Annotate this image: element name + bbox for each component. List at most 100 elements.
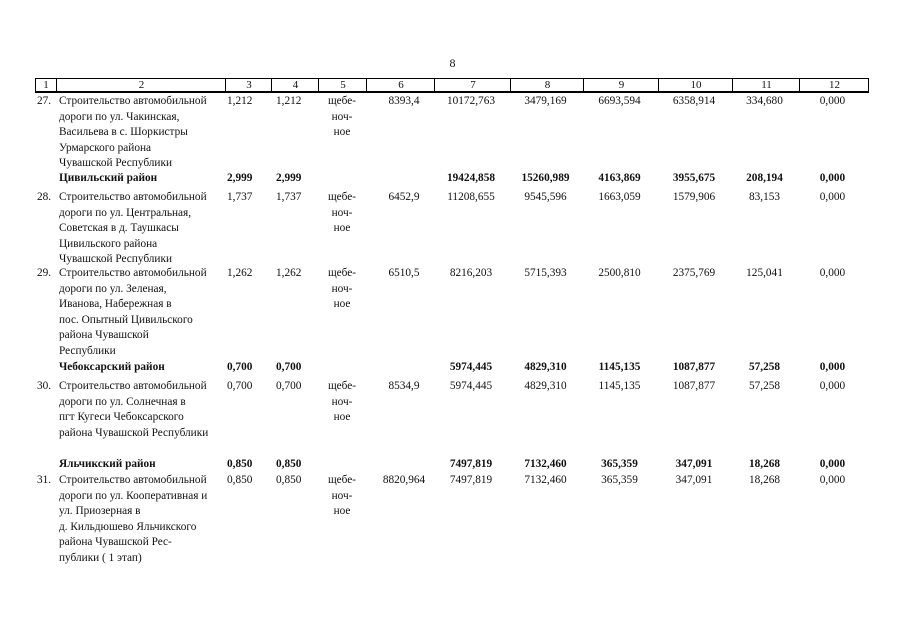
cell-c10: 3955,675	[672, 172, 716, 184]
cell-c3: 2,999	[227, 172, 253, 184]
cell-c8: 9545,596	[524, 191, 567, 203]
column-header-3: 3	[225, 79, 272, 91]
cell-c12: 0,000	[819, 458, 846, 470]
cell-no: 29.	[37, 267, 52, 279]
cell-c5: щебе- ноч- ное	[327, 95, 357, 138]
cell-c9: 1145,135	[598, 380, 641, 392]
cell-c6: 6510,5	[388, 267, 420, 279]
cell-c8: 5715,393	[524, 267, 567, 279]
cell-c6: 8393,4	[388, 95, 420, 107]
cell-c4: 1,262	[276, 267, 302, 279]
cell-c12: 0,000	[819, 172, 846, 184]
cell-c8: 7132,460	[524, 458, 567, 470]
cell-c7: 19424,858	[446, 172, 495, 184]
cell-c12: 0,000	[819, 191, 846, 203]
cell-c7: 5974,445	[449, 380, 493, 392]
cell-no: 28.	[37, 191, 52, 203]
column-header-4: 4	[271, 79, 319, 91]
cell-c11: 18,268	[748, 474, 781, 486]
cell-no: 30.	[37, 380, 52, 392]
cell-c4: 2,999	[276, 172, 302, 184]
cell-c11: 125,041	[746, 267, 783, 279]
cell-name: Строительство автомобильной дороги по ул…	[59, 191, 207, 265]
cell-c9: 6693,594	[598, 95, 641, 107]
cell-c5: щебе- ноч- ное	[327, 380, 357, 423]
cell-c4: 1,737	[276, 191, 302, 203]
cell-c11: 18,268	[748, 458, 781, 470]
column-header-10: 10	[658, 79, 733, 91]
cell-c7: 10172,763	[446, 95, 495, 107]
cell-c3: 0,700	[227, 380, 253, 392]
cell-c6: 8820,964	[382, 474, 426, 486]
cell-name: Яльчикский район	[59, 458, 156, 470]
cell-c8: 3479,169	[524, 95, 567, 107]
cell-c7: 5974,445	[449, 361, 493, 373]
cell-c8: 15260,989	[521, 172, 570, 184]
cell-c10: 2375,769	[672, 267, 716, 279]
column-header-6: 6	[366, 79, 435, 91]
table-header: 1 2 3 4 5 6 7 8 9 10 11 12	[35, 78, 869, 93]
cell-c4: 0,700	[276, 380, 302, 392]
cell-c10: 1087,877	[672, 361, 716, 373]
cell-c3: 1,737	[227, 191, 253, 203]
cell-c6: 6452,9	[388, 191, 420, 203]
cell-c10: 347,091	[675, 474, 713, 486]
cell-c5: щебе- ноч- ное	[327, 191, 357, 234]
cell-c5: щебе- ноч- ное	[327, 267, 357, 310]
cell-c7: 7497,819	[449, 474, 493, 486]
cell-c9: 1145,135	[598, 361, 641, 373]
cell-name: Чебоксарский район	[59, 361, 165, 373]
cell-c12: 0,000	[819, 380, 846, 392]
cell-c8: 4829,310	[524, 380, 567, 392]
column-header-7: 7	[434, 79, 511, 91]
cell-c9: 2500,810	[598, 267, 641, 279]
column-header-2: 2	[56, 79, 226, 91]
cell-c12: 0,000	[819, 267, 846, 279]
cell-name: Строительство автомобильной дороги по ул…	[59, 380, 209, 439]
cell-c7: 8216,203	[449, 267, 493, 279]
cell-c8: 7132,460	[524, 474, 567, 486]
cell-c7: 11208,655	[447, 191, 495, 203]
cell-c3: 1,262	[227, 267, 253, 279]
cell-c12: 0,000	[819, 361, 846, 373]
column-header-1: 1	[43, 79, 49, 91]
cell-name: Строительство автомобильной дороги по ул…	[59, 267, 207, 357]
cell-c10: 1579,906	[672, 191, 716, 203]
cell-c5: щебе- ноч- ное	[327, 474, 357, 517]
page-number: 8	[449, 56, 456, 70]
cell-c4: 1,212	[276, 95, 302, 107]
column-header-8: 8	[510, 79, 584, 91]
cell-name: Цивильский район	[59, 172, 158, 184]
cell-c4: 0,700	[276, 361, 302, 373]
cell-c9: 1663,059	[598, 191, 641, 203]
cell-c6: 8534,9	[388, 380, 420, 392]
cell-c3: 0,700	[227, 361, 253, 373]
cell-c12: 0,000	[819, 474, 846, 486]
cell-no: 31.	[37, 474, 52, 486]
cell-c9: 4163,869	[598, 172, 641, 184]
cell-no: 27.	[37, 95, 52, 107]
column-header-9: 9	[583, 79, 659, 91]
column-header-11: 11	[732, 79, 800, 91]
cell-c10: 1087,877	[672, 380, 716, 392]
cell-c3: 0,850	[227, 458, 253, 470]
cell-c11: 57,258	[748, 380, 781, 392]
cell-c11: 208,194	[746, 172, 783, 184]
cell-c3: 1,212	[227, 95, 253, 107]
cell-name: Строительство автомобильной дороги по ул…	[59, 95, 207, 169]
cell-c8: 4829,310	[524, 361, 567, 373]
cell-c3: 0,850	[227, 474, 253, 486]
cell-c10: 6358,914	[672, 95, 716, 107]
cell-c11: 334,680	[746, 95, 783, 107]
cell-c10: 347,091	[675, 458, 713, 470]
cell-c12: 0,000	[819, 95, 846, 107]
cell-c7: 7497,819	[449, 458, 493, 470]
cell-c9: 365,359	[601, 458, 638, 470]
cell-c11: 83,153	[748, 191, 781, 203]
cell-c11: 57,258	[748, 361, 781, 373]
cell-c4: 0,850	[276, 458, 302, 470]
cell-name: Строительство автомобильной дороги по ул…	[59, 474, 208, 564]
cell-c9: 365,359	[601, 474, 638, 486]
cell-c4: 0,850	[276, 474, 302, 486]
column-header-5: 5	[318, 79, 367, 91]
